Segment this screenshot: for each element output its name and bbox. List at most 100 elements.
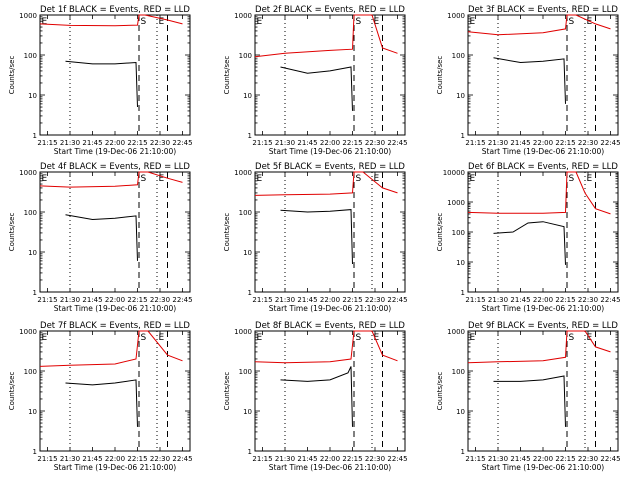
- chart-3-xtick-label: 22:45: [600, 139, 620, 147]
- chart-9-ytick-label: 10: [456, 408, 465, 416]
- chart-9-xtick-label: 22:15: [555, 455, 575, 463]
- chart-9-ytick-label: 1000: [447, 328, 465, 336]
- chart-3-xtick-label: 22:15: [555, 139, 575, 147]
- chart-5-marker-label: E: [257, 174, 263, 184]
- chart-2-series-events-line: [280, 66, 353, 111]
- chart-8-xtick-label: 22:30: [365, 455, 385, 463]
- chart-8-xtick-label: 22:15: [342, 455, 362, 463]
- chart-3-ytick-label: 1: [461, 132, 465, 140]
- chart-4-xtick-label: 22:00: [105, 296, 125, 304]
- chart-4: Det 4f BLACK = Events, RED = LLD 1 10 100 10…: [8, 162, 193, 313]
- chart-8-xtick-label: 22:00: [320, 455, 340, 463]
- chart-8-x-axis-label: Start Time (19-Dec-06 21:10:00): [269, 463, 391, 472]
- chart-1-xtick-label: 22:00: [105, 139, 125, 147]
- chart-2-y-axis-label: Counts/sec: [223, 56, 231, 95]
- chart-1-xtick-label: 21:45: [82, 139, 102, 147]
- chart-4-ytick-label: 100: [24, 209, 37, 217]
- chart-5-marker-label: E: [374, 174, 380, 184]
- chart-4-marker-label: S: [141, 174, 147, 184]
- chart-9-xtick-label: 22:00: [533, 455, 553, 463]
- chart-9-ytick-label: 1: [461, 448, 465, 456]
- chart-8-marker-label: E: [257, 333, 263, 343]
- chart-9-xtick-label: 21:30: [488, 455, 508, 463]
- chart-4-ytick-label: 1: [33, 289, 37, 297]
- chart-6: Det 6f BLACK = Events, RED = LLD 1 10 100 10…: [436, 162, 621, 313]
- chart-1-x-axis-label: Start Time (19-Dec-06 21:10:00): [54, 147, 176, 156]
- chart-2-ytick-label: 1000: [234, 12, 252, 20]
- chart-2-ytick-label: 100: [239, 52, 252, 60]
- chart-4-xtick-label: 21:45: [82, 296, 102, 304]
- chart-3-marker-label: S: [569, 17, 575, 27]
- chart-8-series-events-line: [280, 366, 353, 427]
- chart-1-ytick-label: 1000: [19, 12, 37, 20]
- chart-7-xtick-label: 21:15: [37, 455, 57, 463]
- chart-7-xtick-label: 22:30: [150, 455, 170, 463]
- chart-6-marker-label: E: [470, 174, 476, 184]
- chart-4-x-axis-label: Start Time (19-Dec-06 21:10:00): [54, 304, 176, 313]
- chart-4-title: Det 4f BLACK = Events, RED = LLD: [40, 162, 190, 172]
- chart-4-marker-label: E: [159, 174, 165, 184]
- chart-2-marker-label: S: [356, 17, 362, 27]
- chart-9-marker-label: S: [569, 333, 575, 343]
- chart-8-title: Det 8f BLACK = Events, RED = LLD: [255, 321, 405, 331]
- chart-4-xtick-label: 22:30: [150, 296, 170, 304]
- chart-9-xtick-label: 21:15: [465, 455, 485, 463]
- chart-7-marker-label: E: [42, 333, 48, 343]
- chart-5-ytick-label: 1000: [234, 169, 252, 177]
- chart-1-marker-label: S: [141, 17, 147, 27]
- chart-2-ytick-label: 1: [248, 132, 252, 140]
- chart-3-ytick-label: 1000: [447, 12, 465, 20]
- chart-5-xtick-label: 22:00: [320, 296, 340, 304]
- chart-1-marker-label: E: [159, 17, 165, 27]
- chart-2-x-axis-label: Start Time (19-Dec-06 21:10:00): [269, 147, 391, 156]
- chart-3-marker-label: E: [587, 17, 593, 27]
- chart-3-ytick-label: 10: [456, 92, 465, 100]
- chart-3-series-lld-line: [467, 14, 611, 36]
- chart-2-marker-label: E: [374, 17, 380, 27]
- chart-8-ytick-label: 100: [239, 368, 252, 376]
- chart-6-ytick-label: 1000: [447, 199, 465, 207]
- chart-2-xtick-label: 22:45: [387, 139, 407, 147]
- chart-5-ytick-label: 10: [243, 249, 252, 257]
- chart-3-x-axis-label: Start Time (19-Dec-06 21:10:00): [482, 147, 604, 156]
- chart-2-xtick-label: 22:00: [320, 139, 340, 147]
- chart-3-title: Det 3f BLACK = Events, RED = LLD: [468, 5, 618, 15]
- chart-6-y-axis-label: Counts/sec: [436, 213, 444, 252]
- chart-6-xtick-label: 22:30: [578, 296, 598, 304]
- chart-6-ytick-label: 10: [456, 259, 465, 267]
- chart-4-xtick-label: 21:15: [37, 296, 57, 304]
- chart-9-xtick-label: 22:45: [600, 455, 620, 463]
- chart-7-xtick-label: 22:45: [172, 455, 192, 463]
- chart-8-y-axis-label: Counts/sec: [223, 372, 231, 411]
- chart-5-series-events-line: [280, 209, 353, 265]
- chart-8-marker-label: E: [374, 333, 380, 343]
- chart-2-title: Det 2f BLACK = Events, RED = LLD: [255, 5, 405, 15]
- chart-7: Det 7f BLACK = Events, RED = LLD 1 10 100 10…: [8, 321, 193, 472]
- chart-1-y-axis-label: Counts/sec: [8, 56, 16, 95]
- chart-7-xtick-label: 22:00: [105, 455, 125, 463]
- chart-7-ytick-label: 1000: [19, 328, 37, 336]
- chart-4-xtick-label: 21:30: [60, 296, 80, 304]
- chart-8-marker-label: S: [356, 333, 362, 343]
- chart-6-ytick-label: 100: [452, 229, 465, 237]
- chart-5-ytick-label: 1: [248, 289, 252, 297]
- chart-3-ytick-label: 100: [452, 52, 465, 60]
- chart-5-title: Det 5f BLACK = Events, RED = LLD: [255, 162, 405, 172]
- chart-9-marker-label: E: [470, 333, 476, 343]
- chart-5: Det 5f BLACK = Events, RED = LLD 1 10 100 10…: [223, 162, 408, 313]
- chart-3-xtick-label: 22:00: [533, 139, 553, 147]
- chart-1-xtick-label: 21:15: [37, 139, 57, 147]
- chart-5-x-axis-label: Start Time (19-Dec-06 21:10:00): [269, 304, 391, 313]
- chart-2-xtick-label: 22:15: [342, 139, 362, 147]
- chart-7-x-axis-label: Start Time (19-Dec-06 21:10:00): [54, 463, 176, 472]
- chart-5-ytick-label: 100: [239, 209, 252, 217]
- chart-1-xtick-label: 21:30: [60, 139, 80, 147]
- chart-5-xtick-label: 22:45: [387, 296, 407, 304]
- chart-6-x-axis-label: Start Time (19-Dec-06 21:10:00): [482, 304, 604, 313]
- chart-1-series-events-line: [65, 60, 138, 108]
- chart-5-xtick-label: 22:30: [365, 296, 385, 304]
- chart-2-xtick-label: 21:45: [297, 139, 317, 147]
- chart-2-marker-label: E: [257, 17, 263, 27]
- chart-1-ytick-label: 100: [24, 52, 37, 60]
